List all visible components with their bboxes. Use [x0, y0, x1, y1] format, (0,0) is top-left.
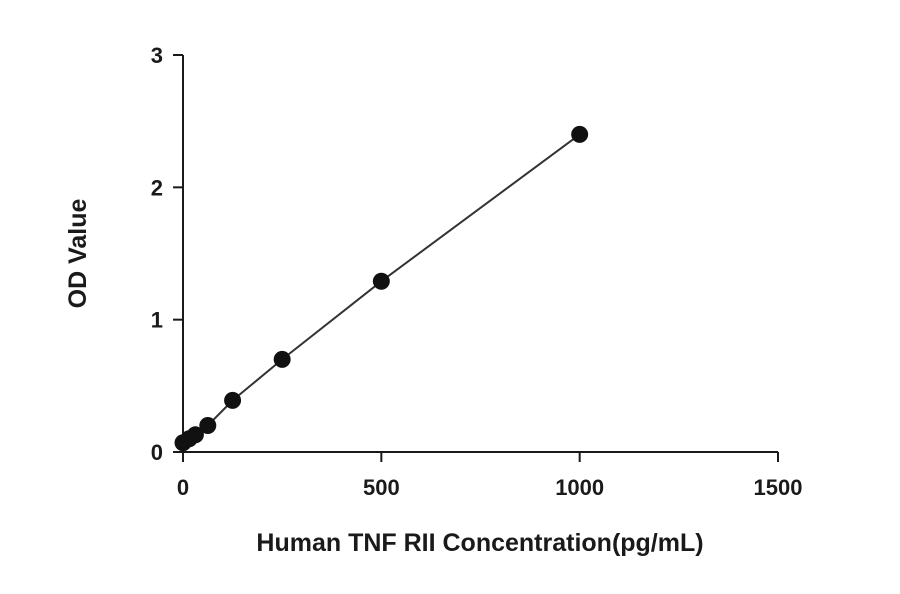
x-tick-label: 500 — [363, 475, 400, 500]
data-point — [372, 272, 390, 290]
data-point — [273, 350, 291, 368]
plot-area — [174, 125, 589, 452]
y-tick-label: 1 — [151, 308, 163, 333]
x-tick-label: 1500 — [754, 475, 803, 500]
x-tick-label: 0 — [177, 475, 189, 500]
data-point — [199, 417, 217, 435]
y-tick-label: 0 — [151, 440, 163, 465]
data-point — [224, 391, 242, 409]
y-axis-title: OD Value — [64, 199, 92, 309]
data-point — [571, 125, 589, 143]
x-axis-title: Human TNF RII Concentration(pg/mL) — [256, 529, 703, 557]
y-tick-label: 2 — [151, 175, 163, 200]
y-tick-label: 3 — [151, 43, 163, 68]
x-axis: 0 500 1000 1500 — [177, 451, 803, 500]
x-tick-label: 1000 — [555, 475, 604, 500]
y-axis: 0 1 2 3 — [151, 43, 184, 465]
data-point — [186, 426, 204, 444]
